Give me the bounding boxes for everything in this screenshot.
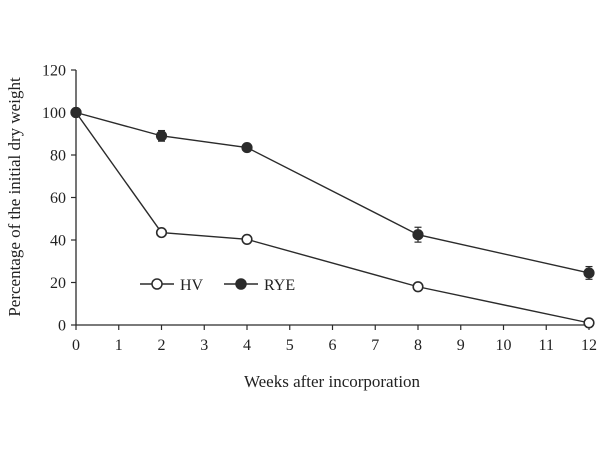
x-tick-label: 3: [200, 337, 208, 354]
legend-label-rye: RYE: [264, 277, 295, 294]
legend-marker-rye: [235, 278, 247, 290]
x-tick-label: 7: [371, 337, 379, 354]
x-tick-label: 0: [72, 337, 80, 354]
series-line-hv: [75, 112, 590, 324]
data-series: [70, 106, 595, 329]
data-point-hv: [241, 233, 253, 245]
x-tick-label: 10: [496, 337, 512, 354]
legend-marker-hv: [151, 278, 163, 290]
data-point-hv: [155, 226, 168, 239]
data-point-hv: [583, 317, 595, 329]
data-point-rye: [583, 267, 595, 279]
x-tick-label: 2: [158, 337, 166, 354]
y-tick-label: 100: [42, 105, 66, 122]
y-tick-label: 120: [42, 63, 66, 80]
y-tick-label: 40: [50, 233, 66, 250]
x-tick-label: 8: [414, 337, 422, 354]
x-tick-label: 6: [329, 337, 337, 354]
data-point-rye: [412, 229, 424, 241]
x-axis-label: Weeks after incorporation: [244, 372, 421, 391]
legend-label-hv: HV: [180, 277, 204, 294]
legend: HV RYE: [140, 277, 295, 294]
data-point-rye: [241, 141, 253, 154]
y-tick-label: 20: [50, 275, 66, 292]
y-tick-label: 0: [58, 318, 66, 335]
series-line-rye: [75, 111, 590, 274]
x-tick-label: 9: [457, 337, 465, 354]
data-point-rye: [70, 106, 82, 119]
x-tick-label: 1: [115, 337, 123, 354]
x-tick-label: 4: [243, 337, 251, 354]
y-axis-label: Percentage of the initial dry weight: [5, 77, 24, 317]
data-point-rye: [155, 130, 168, 142]
data-point-hv: [412, 281, 424, 293]
x-tick-label: 11: [539, 337, 554, 354]
y-tick-label: 60: [50, 190, 66, 207]
y-tick-label: 80: [50, 148, 66, 165]
x-tick-label: 5: [286, 337, 294, 354]
x-tick-label: 12: [581, 337, 597, 354]
